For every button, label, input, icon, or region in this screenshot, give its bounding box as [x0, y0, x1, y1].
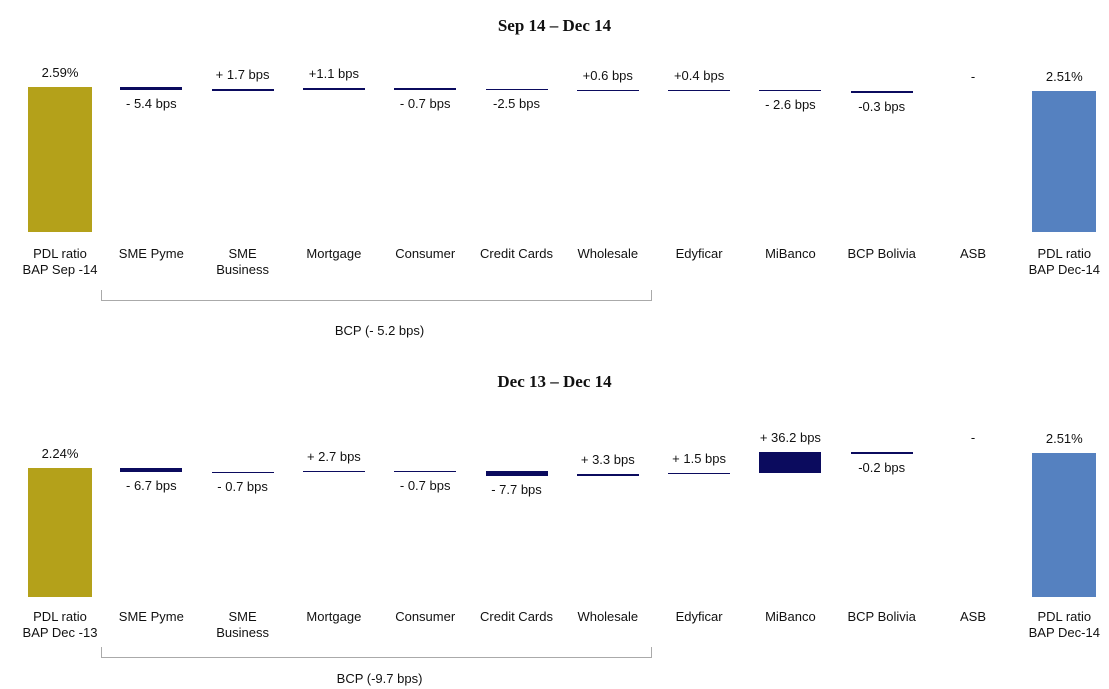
- value-label: - 2.6 bps: [765, 97, 816, 113]
- value-label: - 7.7 bps: [491, 481, 542, 497]
- category-label: Mortgage: [306, 246, 362, 261]
- delta-bar: [211, 89, 274, 91]
- chart-title: Sep 14 – Dec 14: [497, 16, 612, 35]
- delta-bar: [485, 471, 548, 476]
- value-label: 2.51%: [1045, 430, 1083, 446]
- delta-bar: [485, 88, 548, 91]
- delta-bar: [668, 472, 731, 475]
- delta-bar: [120, 468, 183, 472]
- category-label: Wholesale: [577, 246, 639, 261]
- value-label: +0.6 bps: [582, 67, 633, 83]
- category-label: Edyficar: [675, 246, 723, 261]
- category-label: Credit Cards: [480, 246, 553, 261]
- value-label: 2.59%: [41, 65, 79, 80]
- category-label: SME Pyme: [118, 246, 184, 261]
- delta-bar: [394, 470, 457, 473]
- category-label: Consumer: [395, 609, 456, 624]
- category-label: BCP Bolivia: [847, 246, 916, 261]
- value-label: + 36.2 bps: [759, 430, 821, 445]
- total-bar: [28, 87, 92, 232]
- delta-bar: [302, 470, 365, 473]
- delta-bar: [668, 89, 731, 92]
- value-label: -0.2 bps: [858, 459, 906, 475]
- value-label: - 0.7 bps: [399, 478, 451, 494]
- category-label: Credit Cards: [480, 609, 553, 624]
- category-label: PDL ratio BAP Dec-14: [1028, 246, 1100, 277]
- category-label: SME Business: [216, 246, 269, 277]
- value-label: +1.1 bps: [308, 66, 360, 82]
- bracket: [101, 290, 652, 301]
- category-label: PDL ratio BAP Sep -14: [22, 246, 98, 277]
- chart-title: Dec 13 – Dec 14: [497, 372, 612, 391]
- total-bar: [1032, 91, 1097, 232]
- category-label: MiBanco: [765, 246, 816, 261]
- annotation: BCP (- 5.2 bps): [334, 323, 425, 338]
- category-label: PDL ratio BAP Dec -13: [22, 609, 98, 640]
- delta-bar: [302, 88, 365, 90]
- category-label: Mortgage: [306, 609, 362, 624]
- category-label: MiBanco: [765, 609, 816, 624]
- value-label: -2.5 bps: [493, 96, 540, 112]
- value-label: +0.4 bps: [673, 67, 725, 83]
- delta-bar: [211, 471, 274, 474]
- value-label: - 0.7 bps: [399, 95, 451, 111]
- value-label: + 1.5 bps: [672, 450, 727, 466]
- bracket: [101, 647, 652, 658]
- category-label: SME Pyme: [118, 609, 184, 624]
- category-label: BCP Bolivia: [847, 609, 916, 624]
- value-label: + 2.7 bps: [306, 448, 361, 464]
- category-label: Consumer: [395, 246, 456, 261]
- delta-bar: [850, 452, 913, 454]
- value-label: - 5.4 bps: [126, 96, 177, 112]
- annotation: BCP (-9.7 bps): [336, 671, 423, 686]
- total-bar: [1032, 452, 1097, 597]
- delta-bar: [759, 452, 822, 473]
- delta-bar: [394, 88, 457, 90]
- value-label: 2.24%: [41, 446, 79, 462]
- category-label: ASB: [959, 609, 986, 624]
- delta-bar: [120, 87, 183, 91]
- value-label: -0.3 bps: [858, 98, 906, 114]
- value-label: 2.51%: [1045, 69, 1083, 85]
- value-label: + 1.7 bps: [215, 67, 270, 83]
- value-label: -: [970, 430, 976, 446]
- category-label: Edyficar: [675, 609, 723, 624]
- total-bar: [28, 468, 92, 597]
- value-label: - 0.7 bps: [217, 479, 268, 495]
- category-label: PDL ratio BAP Dec-14: [1028, 609, 1100, 640]
- value-label: - 6.7 bps: [126, 477, 177, 493]
- value-label: -: [970, 69, 976, 85]
- delta-bar: [850, 91, 913, 93]
- delta-bar: [576, 89, 639, 92]
- value-label: + 3.3 bps: [580, 451, 635, 467]
- category-label: SME Business: [216, 609, 269, 640]
- category-label: Wholesale: [577, 609, 639, 624]
- delta-bar: [576, 473, 639, 476]
- category-label: ASB: [959, 246, 986, 261]
- delta-bar: [759, 89, 822, 92]
